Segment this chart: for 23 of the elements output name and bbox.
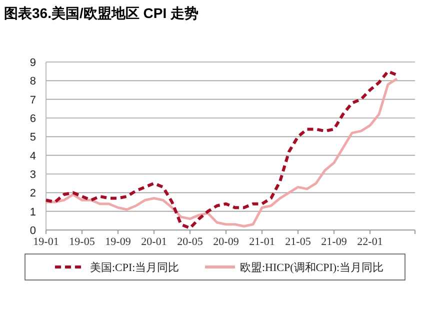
x-tick-label: 21-01: [249, 236, 275, 248]
chart-title: 图表36.美国/欧盟地区 CPI 走势: [4, 5, 198, 21]
legend-label: 美国:CPI:当月同比: [90, 261, 180, 274]
y-tick-label: 4: [30, 150, 36, 162]
y-tick-label: 3: [30, 169, 36, 181]
y-tick-label: 9: [30, 57, 36, 69]
x-tick-label: 19-09: [105, 236, 132, 248]
x-tick-label: 21-09: [321, 236, 348, 248]
x-tick-label: 22-01: [357, 236, 383, 248]
y-tick-label: 7: [30, 94, 36, 106]
x-tick-label: 19-05: [69, 236, 96, 248]
y-tick-label: 8: [30, 76, 36, 88]
y-tick-label: 2: [30, 188, 36, 200]
y-tick-label: 0: [30, 225, 36, 237]
y-tick-label: 1: [30, 206, 36, 218]
x-tick-label: 20-01: [141, 236, 167, 248]
y-tick-label: 5: [30, 132, 36, 144]
y-tick-label: 6: [30, 113, 36, 125]
x-tick-label: 20-09: [213, 236, 240, 248]
x-tick-label: 20-05: [177, 236, 204, 248]
x-tick-label: 21-05: [285, 236, 312, 248]
x-tick-label: 19-01: [33, 236, 59, 248]
legend-label: 欧盟:HICP(调和CPI):当月同比: [240, 261, 384, 274]
